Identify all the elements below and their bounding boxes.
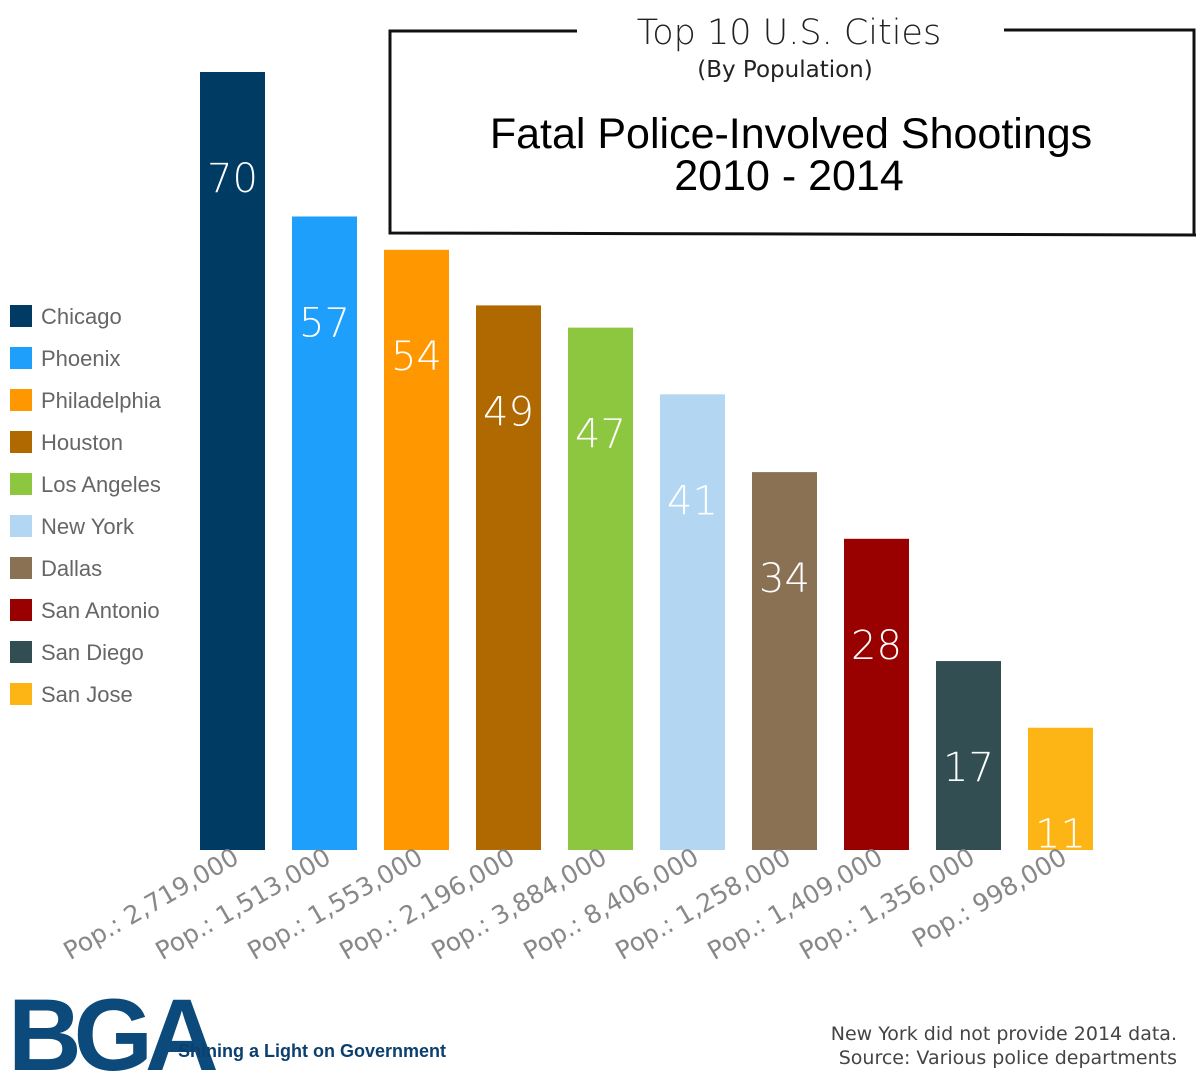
legend-swatch-san-diego — [10, 641, 32, 663]
legend-label-san-jose: San Jose — [41, 682, 133, 707]
title-top: Top 10 U.S. Cities — [637, 13, 941, 53]
x-tick-san-jose: Pop.: 998,000 — [907, 842, 1071, 954]
legend-label-philadelphia: Philadelphia — [41, 388, 162, 413]
title-box: Top 10 U.S. Cities (By Population) Fatal… — [388, 13, 1197, 237]
legend-swatch-philadelphia — [10, 389, 32, 411]
bar-value-san-antonio: 28 — [851, 623, 902, 669]
legend-swatch-phoenix — [10, 347, 32, 369]
bar-san-jose — [1028, 727, 1093, 850]
bar-phoenix — [292, 216, 357, 850]
legend-label-dallas: Dallas — [41, 556, 102, 581]
legend-swatch-san-antonio — [10, 599, 32, 621]
bar-dallas — [752, 472, 817, 850]
bar-value-dallas: 34 — [759, 556, 810, 602]
logo-text: BGA — [8, 978, 216, 1090]
bga-logo: BGA Shining a Light on Government — [8, 978, 446, 1090]
legend-label-san-diego: San Diego — [41, 640, 144, 665]
chart-title-years: 2010 - 2014 — [674, 152, 904, 200]
bar-chicago — [200, 72, 265, 850]
bar-value-san-jose: 11 — [1035, 812, 1086, 858]
legend-swatch-houston — [10, 431, 32, 453]
bar-new-york — [660, 394, 725, 850]
bar-value-new-york: 41 — [667, 478, 718, 524]
bar-san-diego — [936, 661, 1001, 850]
bar-philadelphia — [384, 249, 449, 851]
footnote-new-york: New York did not provide 2014 data. — [831, 1023, 1177, 1045]
title-sub: (By Population) — [697, 57, 873, 83]
legend-swatch-san-jose — [10, 683, 32, 705]
legend-label-chicago: Chicago — [41, 304, 122, 329]
bar-san-antonio — [844, 538, 909, 850]
bar-labels: 70 57 54 49 47 41 34 28 17 11 — [207, 156, 1086, 858]
bar-value-philadelphia: 54 — [391, 334, 442, 380]
legend: Chicago Phoenix Philadelphia Houston Los Ang… — [10, 304, 162, 707]
legend-label-new-york: New York — [41, 514, 135, 539]
legend-label-phoenix: Phoenix — [41, 346, 121, 371]
legend-swatch-dallas — [10, 557, 32, 579]
logo-tagline: Shining a Light on Government — [178, 1041, 446, 1061]
bar-houston — [476, 305, 541, 850]
footnote-source: Source: Various police departments — [839, 1047, 1177, 1069]
legend-swatch-chicago — [10, 305, 32, 327]
legend-label-los-angeles: Los Angeles — [41, 472, 161, 497]
legend-label-houston: Houston — [41, 430, 123, 455]
bar-los-angeles — [568, 327, 633, 851]
bars — [200, 72, 1093, 851]
bar-value-phoenix: 57 — [299, 300, 350, 346]
legend-swatch-new-york — [10, 515, 32, 537]
bar-value-chicago: 70 — [207, 156, 258, 202]
legend-swatch-los-angeles — [10, 473, 32, 495]
chart-title: Fatal Police-Involved Shootings — [490, 110, 1092, 158]
legend-label-san-antonio: San Antonio — [41, 598, 160, 623]
bar-value-san-diego: 17 — [943, 745, 994, 791]
bar-value-houston: 49 — [483, 389, 534, 435]
bar-value-los-angeles: 47 — [575, 412, 626, 458]
